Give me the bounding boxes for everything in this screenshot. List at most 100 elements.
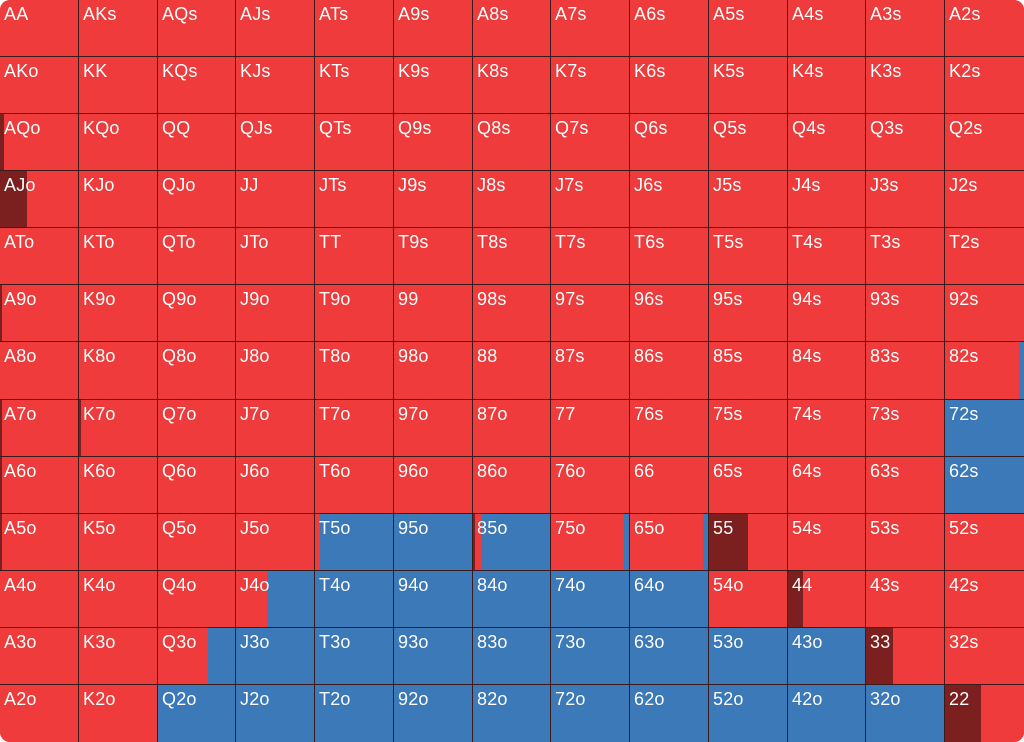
hand-cell-J2s[interactable]: J2s [945,171,1024,228]
hand-cell-J4o[interactable]: J4o [236,571,315,628]
hand-cell-22[interactable]: 22 [945,685,1024,742]
hand-cell-J5s[interactable]: J5s [709,171,788,228]
hand-cell-J4s[interactable]: J4s [788,171,866,228]
hand-cell-K6s[interactable]: K6s [630,57,709,114]
hand-cell-82s[interactable]: 82s [945,342,1024,400]
hand-cell-K9o[interactable]: K9o [79,285,158,342]
hand-cell-J6s[interactable]: J6s [630,171,709,228]
hand-cell-J7s[interactable]: J7s [551,171,630,228]
hand-cell-J8s[interactable]: J8s [473,171,551,228]
hand-cell-KK[interactable]: KK [79,57,158,114]
hand-cell-JJ[interactable]: JJ [236,171,315,228]
hand-cell-76s[interactable]: 76s [630,400,709,457]
hand-cell-52o[interactable]: 52o [709,685,788,742]
hand-cell-87s[interactable]: 87s [551,342,630,400]
hand-cell-32o[interactable]: 32o [866,685,945,742]
hand-cell-Q9o[interactable]: Q9o [158,285,236,342]
hand-cell-A4s[interactable]: A4s [788,0,866,57]
hand-cell-T9s[interactable]: T9s [394,228,473,285]
hand-cell-66[interactable]: 66 [630,457,709,514]
hand-cell-93s[interactable]: 93s [866,285,945,342]
hand-cell-T4s[interactable]: T4s [788,228,866,285]
hand-cell-74s[interactable]: 74s [788,400,866,457]
hand-cell-QQ[interactable]: QQ [158,114,236,171]
hand-cell-T3o[interactable]: T3o [315,628,394,685]
hand-cell-JTs[interactable]: JTs [315,171,394,228]
hand-cell-AQo[interactable]: AQo [0,114,79,171]
hand-cell-86s[interactable]: 86s [630,342,709,400]
hand-cell-K2o[interactable]: K2o [79,685,158,742]
hand-cell-87o[interactable]: 87o [473,400,551,457]
hand-cell-75o[interactable]: 75o [551,514,630,571]
hand-cell-Q2o[interactable]: Q2o [158,685,236,742]
hand-cell-A9o[interactable]: A9o [0,285,79,342]
hand-cell-K2s[interactable]: K2s [945,57,1024,114]
hand-cell-Q7o[interactable]: Q7o [158,400,236,457]
hand-cell-ATo[interactable]: ATo [0,228,79,285]
hand-cell-A8o[interactable]: A8o [0,342,79,400]
hand-cell-K8s[interactable]: K8s [473,57,551,114]
hand-cell-A3s[interactable]: A3s [866,0,945,57]
hand-cell-54o[interactable]: 54o [709,571,788,628]
hand-cell-A6s[interactable]: A6s [630,0,709,57]
hand-cell-42s[interactable]: 42s [945,571,1024,628]
hand-cell-92s[interactable]: 92s [945,285,1024,342]
hand-cell-AA[interactable]: AA [0,0,79,57]
hand-cell-T3s[interactable]: T3s [866,228,945,285]
hand-cell-J8o[interactable]: J8o [236,342,315,400]
hand-cell-KTo[interactable]: KTo [79,228,158,285]
hand-cell-Q4o[interactable]: Q4o [158,571,236,628]
hand-cell-AJo[interactable]: AJo [0,171,79,228]
hand-cell-65o[interactable]: 65o [630,514,709,571]
hand-cell-44[interactable]: 44 [788,571,866,628]
hand-cell-T8o[interactable]: T8o [315,342,394,400]
hand-cell-82o[interactable]: 82o [473,685,551,742]
hand-cell-62s[interactable]: 62s [945,457,1024,514]
hand-cell-32s[interactable]: 32s [945,628,1024,685]
hand-cell-Q7s[interactable]: Q7s [551,114,630,171]
hand-cell-Q6s[interactable]: Q6s [630,114,709,171]
hand-cell-K5s[interactable]: K5s [709,57,788,114]
hand-cell-43o[interactable]: 43o [788,628,866,685]
hand-cell-98s[interactable]: 98s [473,285,551,342]
hand-cell-KTs[interactable]: KTs [315,57,394,114]
hand-cell-72s[interactable]: 72s [945,400,1024,457]
hand-cell-K8o[interactable]: K8o [79,342,158,400]
hand-cell-65s[interactable]: 65s [709,457,788,514]
hand-cell-QTs[interactable]: QTs [315,114,394,171]
hand-cell-J2o[interactable]: J2o [236,685,315,742]
hand-cell-98o[interactable]: 98o [394,342,473,400]
hand-cell-A5s[interactable]: A5s [709,0,788,57]
hand-cell-J6o[interactable]: J6o [236,457,315,514]
hand-cell-85s[interactable]: 85s [709,342,788,400]
hand-cell-85o[interactable]: 85o [473,514,551,571]
hand-cell-72o[interactable]: 72o [551,685,630,742]
hand-cell-A2o[interactable]: A2o [0,685,79,742]
hand-cell-T5s[interactable]: T5s [709,228,788,285]
hand-cell-99[interactable]: 99 [394,285,473,342]
hand-cell-K4o[interactable]: K4o [79,571,158,628]
hand-cell-Q9s[interactable]: Q9s [394,114,473,171]
hand-cell-63s[interactable]: 63s [866,457,945,514]
hand-cell-83s[interactable]: 83s [866,342,945,400]
hand-cell-94s[interactable]: 94s [788,285,866,342]
hand-cell-K3s[interactable]: K3s [866,57,945,114]
hand-cell-AKs[interactable]: AKs [79,0,158,57]
hand-cell-Q5o[interactable]: Q5o [158,514,236,571]
hand-cell-A5o[interactable]: A5o [0,514,79,571]
hand-cell-K6o[interactable]: K6o [79,457,158,514]
hand-cell-83o[interactable]: 83o [473,628,551,685]
hand-cell-Q8o[interactable]: Q8o [158,342,236,400]
hand-cell-QJs[interactable]: QJs [236,114,315,171]
hand-cell-77[interactable]: 77 [551,400,630,457]
hand-cell-T8s[interactable]: T8s [473,228,551,285]
hand-cell-62o[interactable]: 62o [630,685,709,742]
hand-cell-97o[interactable]: 97o [394,400,473,457]
hand-cell-96s[interactable]: 96s [630,285,709,342]
hand-cell-K3o[interactable]: K3o [79,628,158,685]
hand-cell-53s[interactable]: 53s [866,514,945,571]
hand-cell-95o[interactable]: 95o [394,514,473,571]
hand-cell-Q6o[interactable]: Q6o [158,457,236,514]
hand-cell-96o[interactable]: 96o [394,457,473,514]
hand-cell-TT[interactable]: TT [315,228,394,285]
